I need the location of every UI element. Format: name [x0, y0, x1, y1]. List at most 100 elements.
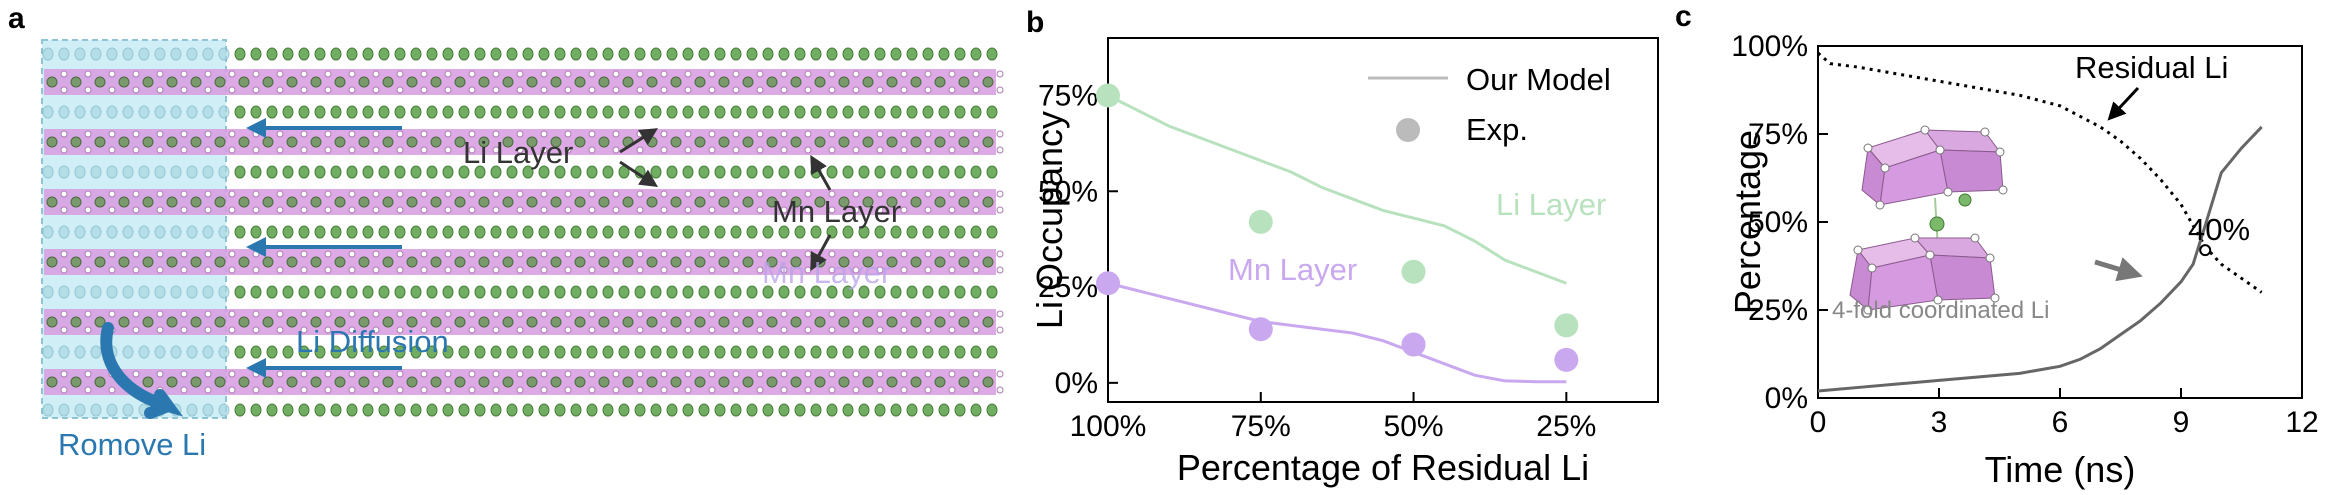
li-atom	[906, 285, 918, 299]
o-atom	[804, 310, 812, 318]
o-atom	[300, 146, 308, 154]
li-atom	[842, 165, 854, 179]
mn-atom	[958, 376, 970, 388]
li-atom	[714, 403, 726, 417]
li-atom	[842, 47, 854, 61]
li-atom	[74, 345, 86, 359]
li-atom	[346, 165, 358, 179]
o-atom	[540, 206, 548, 214]
li-atom	[730, 285, 742, 299]
li-atom	[202, 105, 214, 119]
panel-b-y-tick-label: 75%	[1038, 79, 1098, 112]
o-atom	[180, 370, 188, 378]
o-atom	[852, 326, 860, 334]
li-atom	[794, 165, 806, 179]
o-atom	[468, 146, 476, 154]
o-atom	[780, 386, 788, 394]
li-atom	[522, 403, 534, 417]
li-atom	[634, 47, 646, 61]
o-atom	[756, 70, 764, 78]
o-atom	[252, 70, 260, 78]
mn-atom	[814, 136, 826, 148]
li-atom	[666, 403, 678, 417]
li-atom	[474, 285, 486, 299]
li-atom	[650, 105, 662, 119]
mn-atom	[382, 316, 394, 328]
li-atom	[410, 165, 422, 179]
li-atom	[378, 47, 390, 61]
mn-atom	[262, 76, 274, 88]
mn-atom	[574, 136, 586, 148]
li-atom	[58, 285, 70, 299]
li-atom	[490, 225, 502, 239]
li-atom	[122, 47, 134, 61]
o-atom	[876, 370, 884, 378]
li-atom	[90, 165, 102, 179]
li-atom	[714, 225, 726, 239]
mn-atom	[310, 196, 322, 208]
o-atom	[588, 146, 596, 154]
li-atom	[618, 345, 630, 359]
o-atom	[948, 266, 956, 274]
mn-atom	[934, 376, 946, 388]
o-atom	[156, 266, 164, 274]
o-atom	[156, 206, 164, 214]
o-atom	[300, 190, 308, 198]
o-atom	[996, 266, 1004, 274]
mn-atom	[142, 196, 154, 208]
mn-atom	[886, 76, 898, 88]
o-atom	[612, 146, 620, 154]
o-atom	[612, 130, 620, 138]
mn-atom	[862, 76, 874, 88]
o-atom	[828, 266, 836, 274]
o-atom	[780, 370, 788, 378]
o-atom	[876, 130, 884, 138]
li-atom	[938, 47, 950, 61]
o-atom	[420, 370, 428, 378]
li-atom	[554, 47, 566, 61]
li-atom	[106, 47, 118, 61]
o-atom	[228, 326, 236, 334]
li-atom	[698, 345, 710, 359]
li-atom	[426, 345, 438, 359]
o-atom	[588, 130, 596, 138]
mn-atom	[718, 256, 730, 268]
mn-atom	[718, 316, 730, 328]
li-layer-label: Li Layer	[463, 135, 573, 170]
mn-atom	[982, 76, 994, 88]
o-atom	[108, 86, 116, 94]
li-atom	[314, 345, 326, 359]
mn-atom	[598, 196, 610, 208]
o-atom	[780, 266, 788, 274]
o-atom	[708, 250, 716, 258]
mn-atom	[934, 196, 946, 208]
mn-atom	[670, 76, 682, 88]
o-atom	[300, 130, 308, 138]
mn-atom	[790, 256, 802, 268]
o-atom	[636, 130, 644, 138]
o-atom	[276, 70, 284, 78]
o-atom	[588, 86, 596, 94]
li-atom	[458, 165, 470, 179]
li-atom	[362, 225, 374, 239]
o-atom	[444, 86, 452, 94]
li-atom	[138, 285, 150, 299]
o-atom	[276, 146, 284, 154]
mn-atom	[478, 76, 490, 88]
li-atom	[970, 165, 982, 179]
mn-atom	[262, 316, 274, 328]
o-atom	[660, 386, 668, 394]
mn-atom	[838, 316, 850, 328]
o-atom	[60, 386, 68, 394]
o-atom	[300, 86, 308, 94]
mn-atom	[238, 76, 250, 88]
li-atom	[314, 105, 326, 119]
o-atom	[996, 326, 1004, 334]
panel-c-x-tick-label: 9	[2173, 406, 2190, 439]
li-atom	[634, 225, 646, 239]
li-atom	[602, 47, 614, 61]
li-atom	[202, 285, 214, 299]
mn-atom	[958, 136, 970, 148]
o-atom	[180, 266, 188, 274]
o-atom	[708, 310, 716, 318]
